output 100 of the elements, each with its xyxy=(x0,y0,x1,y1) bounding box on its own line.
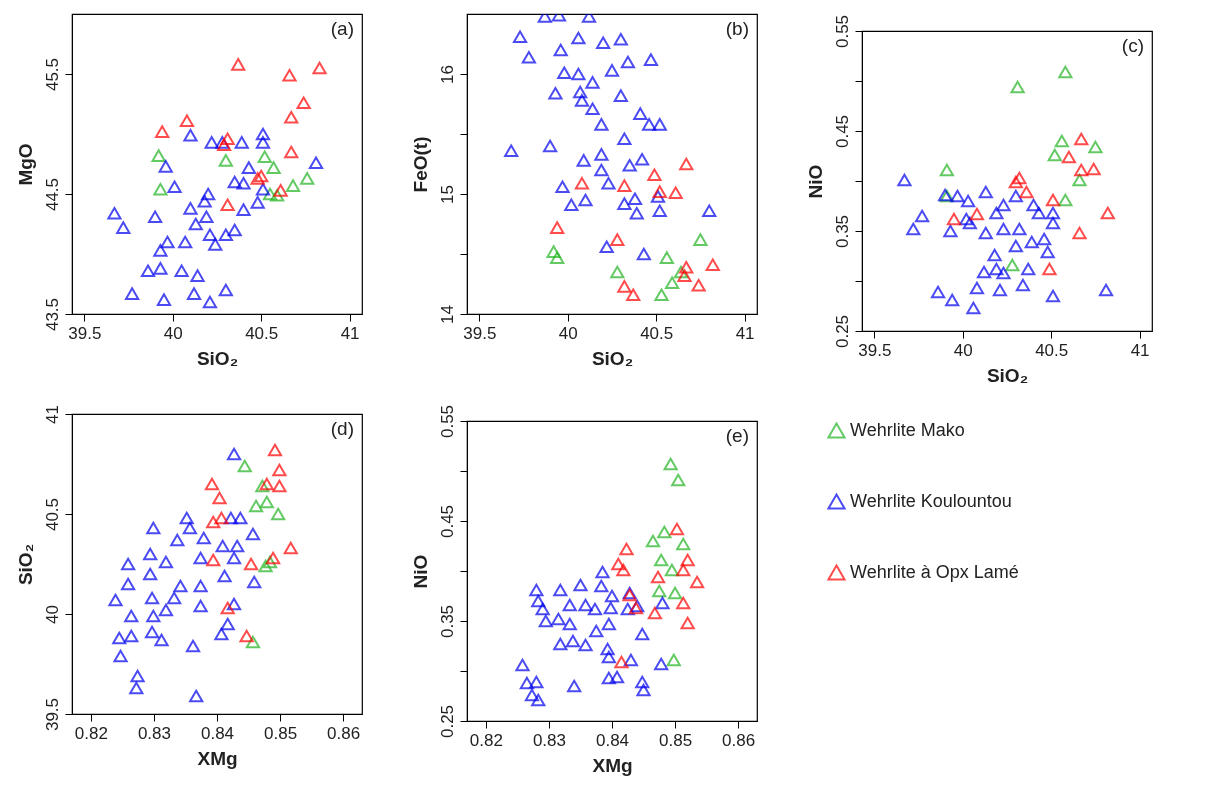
point xyxy=(143,567,158,581)
point xyxy=(186,287,202,300)
point xyxy=(535,602,550,616)
point xyxy=(158,603,174,617)
point xyxy=(531,693,546,707)
point xyxy=(155,125,170,138)
point xyxy=(146,521,161,535)
x-tick-label: 40.5 xyxy=(1035,340,1069,360)
point xyxy=(300,172,315,185)
point xyxy=(173,579,188,593)
point xyxy=(659,251,674,264)
point xyxy=(1010,80,1025,94)
point xyxy=(574,94,590,107)
point xyxy=(594,163,609,177)
x-tick-label: 40 xyxy=(163,323,183,343)
point xyxy=(1008,239,1023,253)
point xyxy=(1021,262,1036,276)
point xyxy=(601,671,616,685)
point xyxy=(647,606,662,620)
point xyxy=(108,593,123,607)
point xyxy=(146,609,161,623)
point xyxy=(1045,193,1061,207)
point xyxy=(613,32,628,46)
point xyxy=(250,196,265,209)
y-axis-title: FeO(t) xyxy=(409,136,431,193)
point xyxy=(204,477,220,491)
point xyxy=(652,185,667,198)
point xyxy=(196,531,211,545)
point xyxy=(529,583,544,597)
point xyxy=(259,477,274,491)
point xyxy=(562,598,577,612)
point xyxy=(202,295,218,309)
point xyxy=(190,269,205,282)
point xyxy=(167,591,182,605)
point xyxy=(1012,171,1027,185)
point xyxy=(571,31,586,45)
point xyxy=(206,553,221,567)
point xyxy=(215,539,230,553)
point xyxy=(616,563,631,577)
y-axis-title: NiO xyxy=(409,554,431,589)
point xyxy=(214,627,229,641)
x-tick-label: 0.84 xyxy=(200,723,235,743)
point xyxy=(193,579,208,593)
point xyxy=(702,204,717,218)
point xyxy=(233,511,248,525)
point xyxy=(643,53,659,66)
point xyxy=(120,577,136,591)
x-tick-label: 0.86 xyxy=(327,723,361,743)
y-tick-label: 45.5 xyxy=(42,57,62,92)
point xyxy=(271,507,286,521)
y-tick-label: 41 xyxy=(42,405,62,424)
point xyxy=(562,617,577,631)
point xyxy=(645,534,661,548)
point xyxy=(617,280,632,293)
point xyxy=(283,541,298,555)
x-tick-label: 0.85 xyxy=(264,723,298,743)
point xyxy=(930,285,946,299)
point xyxy=(201,187,216,201)
point xyxy=(601,617,616,631)
point xyxy=(617,197,632,210)
point xyxy=(611,557,626,571)
point xyxy=(1031,206,1046,220)
point xyxy=(266,161,281,174)
x-tick-label: 40 xyxy=(558,323,578,343)
point xyxy=(620,602,635,616)
point xyxy=(234,136,249,149)
point xyxy=(635,627,650,641)
point xyxy=(585,76,600,89)
point xyxy=(170,533,185,547)
point xyxy=(218,283,233,297)
point xyxy=(669,522,685,536)
point xyxy=(160,235,175,249)
y-tick-label: 0.55 xyxy=(832,14,852,49)
point xyxy=(236,176,251,190)
point xyxy=(179,114,195,128)
point xyxy=(284,145,299,159)
y-axis-title: NiO xyxy=(804,164,826,199)
point xyxy=(652,118,667,131)
point xyxy=(153,244,168,257)
point xyxy=(143,547,158,561)
point xyxy=(636,247,651,261)
point xyxy=(680,553,695,567)
point xyxy=(167,180,182,194)
point xyxy=(705,258,720,272)
point xyxy=(548,86,563,100)
point xyxy=(636,683,651,697)
point xyxy=(262,187,278,201)
y-tick-label: 44.5 xyxy=(42,177,62,212)
legend-label: Wehrlite Koulountou xyxy=(850,490,1012,511)
point xyxy=(504,144,519,158)
point xyxy=(245,635,261,649)
point xyxy=(557,66,572,80)
point xyxy=(596,36,611,50)
y-axis-title: SiO₂ xyxy=(14,543,36,586)
x-axis-title: XMg xyxy=(197,747,238,769)
point xyxy=(1074,132,1089,146)
point xyxy=(197,194,212,208)
x-tick-label: 0.86 xyxy=(722,730,756,750)
point xyxy=(915,209,930,223)
point xyxy=(521,50,537,64)
